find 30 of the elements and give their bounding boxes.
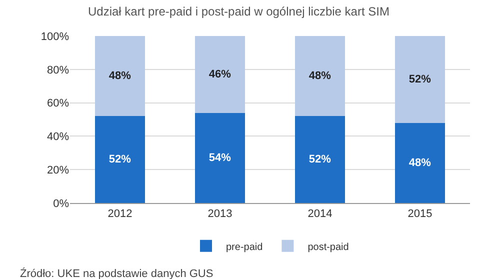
x-tick-label: 2015 xyxy=(408,208,432,220)
data-label: 52% xyxy=(108,154,132,166)
bar xyxy=(195,36,245,113)
bar xyxy=(395,36,445,123)
bar xyxy=(295,116,345,203)
y-tick-label: 0% xyxy=(53,198,70,210)
chart-title: Udział kart pre-paid i post-paid w ogólnej liczbie kart SIM xyxy=(88,4,390,18)
text: Źródło: UKE na podstawie danych GUS xyxy=(20,267,214,279)
y-tick-label: 40% xyxy=(46,131,70,144)
bar xyxy=(395,122,445,203)
data-label: 48% xyxy=(308,70,332,82)
x-tick-label: 2013 xyxy=(208,208,232,220)
data-label: 52% xyxy=(308,154,332,166)
x-tick-label: 2014 xyxy=(308,208,332,220)
y-tick-label: 60% xyxy=(46,98,70,110)
bar xyxy=(195,112,245,203)
data-label: 48% xyxy=(108,70,132,82)
data-label: 48% xyxy=(408,156,432,169)
data-label: 54% xyxy=(208,152,232,164)
x-tick-label: 2012 xyxy=(108,208,132,220)
bar xyxy=(95,116,145,203)
data-label: 52% xyxy=(408,73,432,86)
legend-label: pre-paid xyxy=(226,242,263,253)
y-tick-label: 100% xyxy=(40,30,70,43)
legend-label: post-paid xyxy=(308,242,349,253)
y-tick-label: 20% xyxy=(46,164,70,176)
y-tick-label: 80% xyxy=(46,64,70,76)
bar xyxy=(295,36,345,116)
data-label: 46% xyxy=(208,68,232,80)
bar xyxy=(95,36,145,116)
